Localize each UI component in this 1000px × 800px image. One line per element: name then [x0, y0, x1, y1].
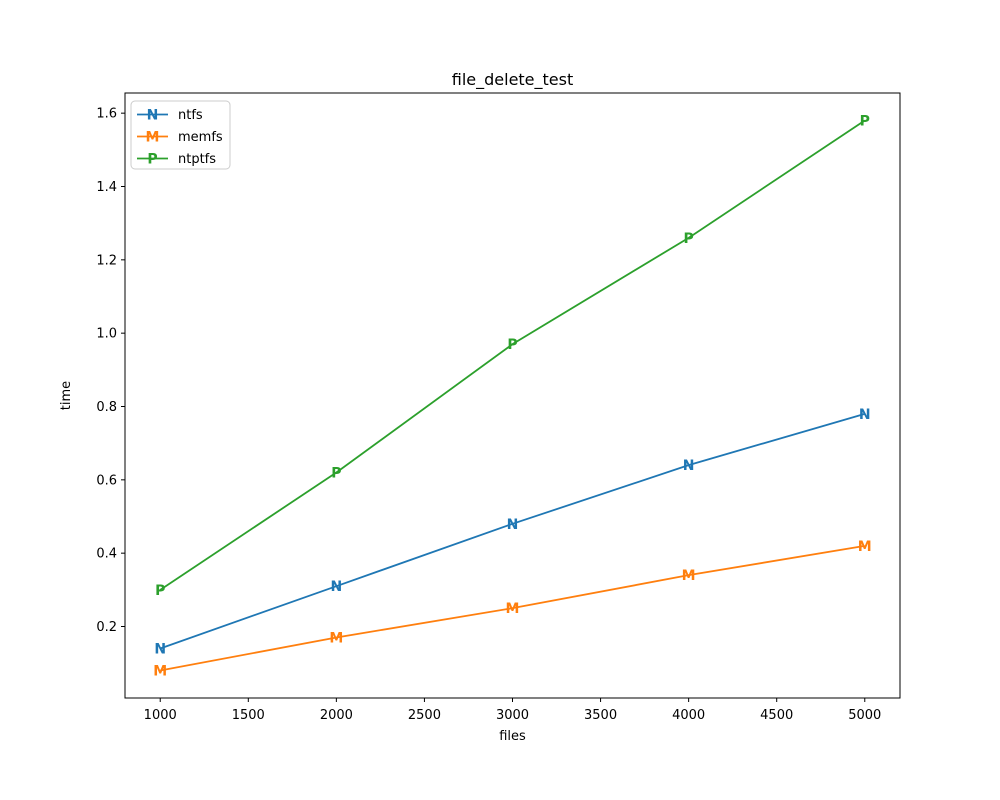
y-tick-label: 0.2: [96, 620, 117, 635]
x-tick-label: 3500: [584, 708, 617, 723]
series-line-ntfs: [159, 412, 866, 650]
series-marker-memfs: M: [506, 601, 520, 617]
legend-label-memfs: memfs: [178, 130, 223, 145]
x-tick-label: 4000: [672, 708, 705, 723]
series-marker-ntfs: N: [154, 642, 166, 658]
x-tick-label: 2500: [408, 708, 441, 723]
legend-box: [130, 100, 231, 170]
legend-label-ntptfs: ntptfs: [178, 152, 216, 167]
y-tick-label: 1.6: [96, 107, 117, 122]
x-tick-label: 3000: [496, 708, 529, 723]
x-tick-label: 5000: [848, 708, 881, 723]
chart-title: file_delete_test: [452, 70, 574, 90]
series-marker-ntfs: N: [683, 458, 695, 474]
series-marker-ntfs: N: [331, 579, 343, 595]
y-tick-label: 0.4: [96, 547, 117, 562]
series-marker-ntfs: N: [507, 517, 519, 533]
series-line-ntptfs: [159, 119, 866, 591]
series-marker-memfs: M: [858, 539, 872, 555]
series-marker-ntfs: N: [859, 407, 871, 423]
legend-marker-ntptfs: P: [147, 152, 157, 168]
y-tick-label: 0.8: [96, 400, 117, 415]
series-marker-memfs: M: [682, 568, 696, 584]
y-axis-label: time: [59, 381, 74, 410]
series-marker-ntptfs: P: [331, 466, 341, 482]
series-marker-ntptfs: P: [155, 583, 165, 599]
series-marker-ntptfs: P: [684, 231, 694, 247]
y-tick-label: 1.2: [96, 253, 117, 268]
legend-marker-memfs: M: [146, 130, 160, 146]
legend-marker-ntfs: N: [147, 108, 159, 124]
x-tick-label: 2000: [320, 708, 353, 723]
series-line-memfs: [160, 544, 865, 672]
series-marker-ntptfs: P: [860, 114, 870, 130]
x-axis-label: files: [499, 729, 526, 744]
y-tick-label: 1.0: [96, 327, 117, 342]
series-marker-ntptfs: P: [507, 337, 517, 353]
x-tick-label: 4500: [760, 708, 793, 723]
x-tick-label: 1500: [232, 708, 265, 723]
y-tick-label: 1.4: [96, 180, 117, 195]
legend-label-ntfs: ntfs: [178, 108, 203, 123]
series-marker-memfs: M: [153, 664, 167, 680]
series-marker-memfs: M: [329, 631, 343, 647]
x-tick-label: 1000: [144, 708, 177, 723]
y-tick-label: 0.6: [96, 473, 117, 488]
